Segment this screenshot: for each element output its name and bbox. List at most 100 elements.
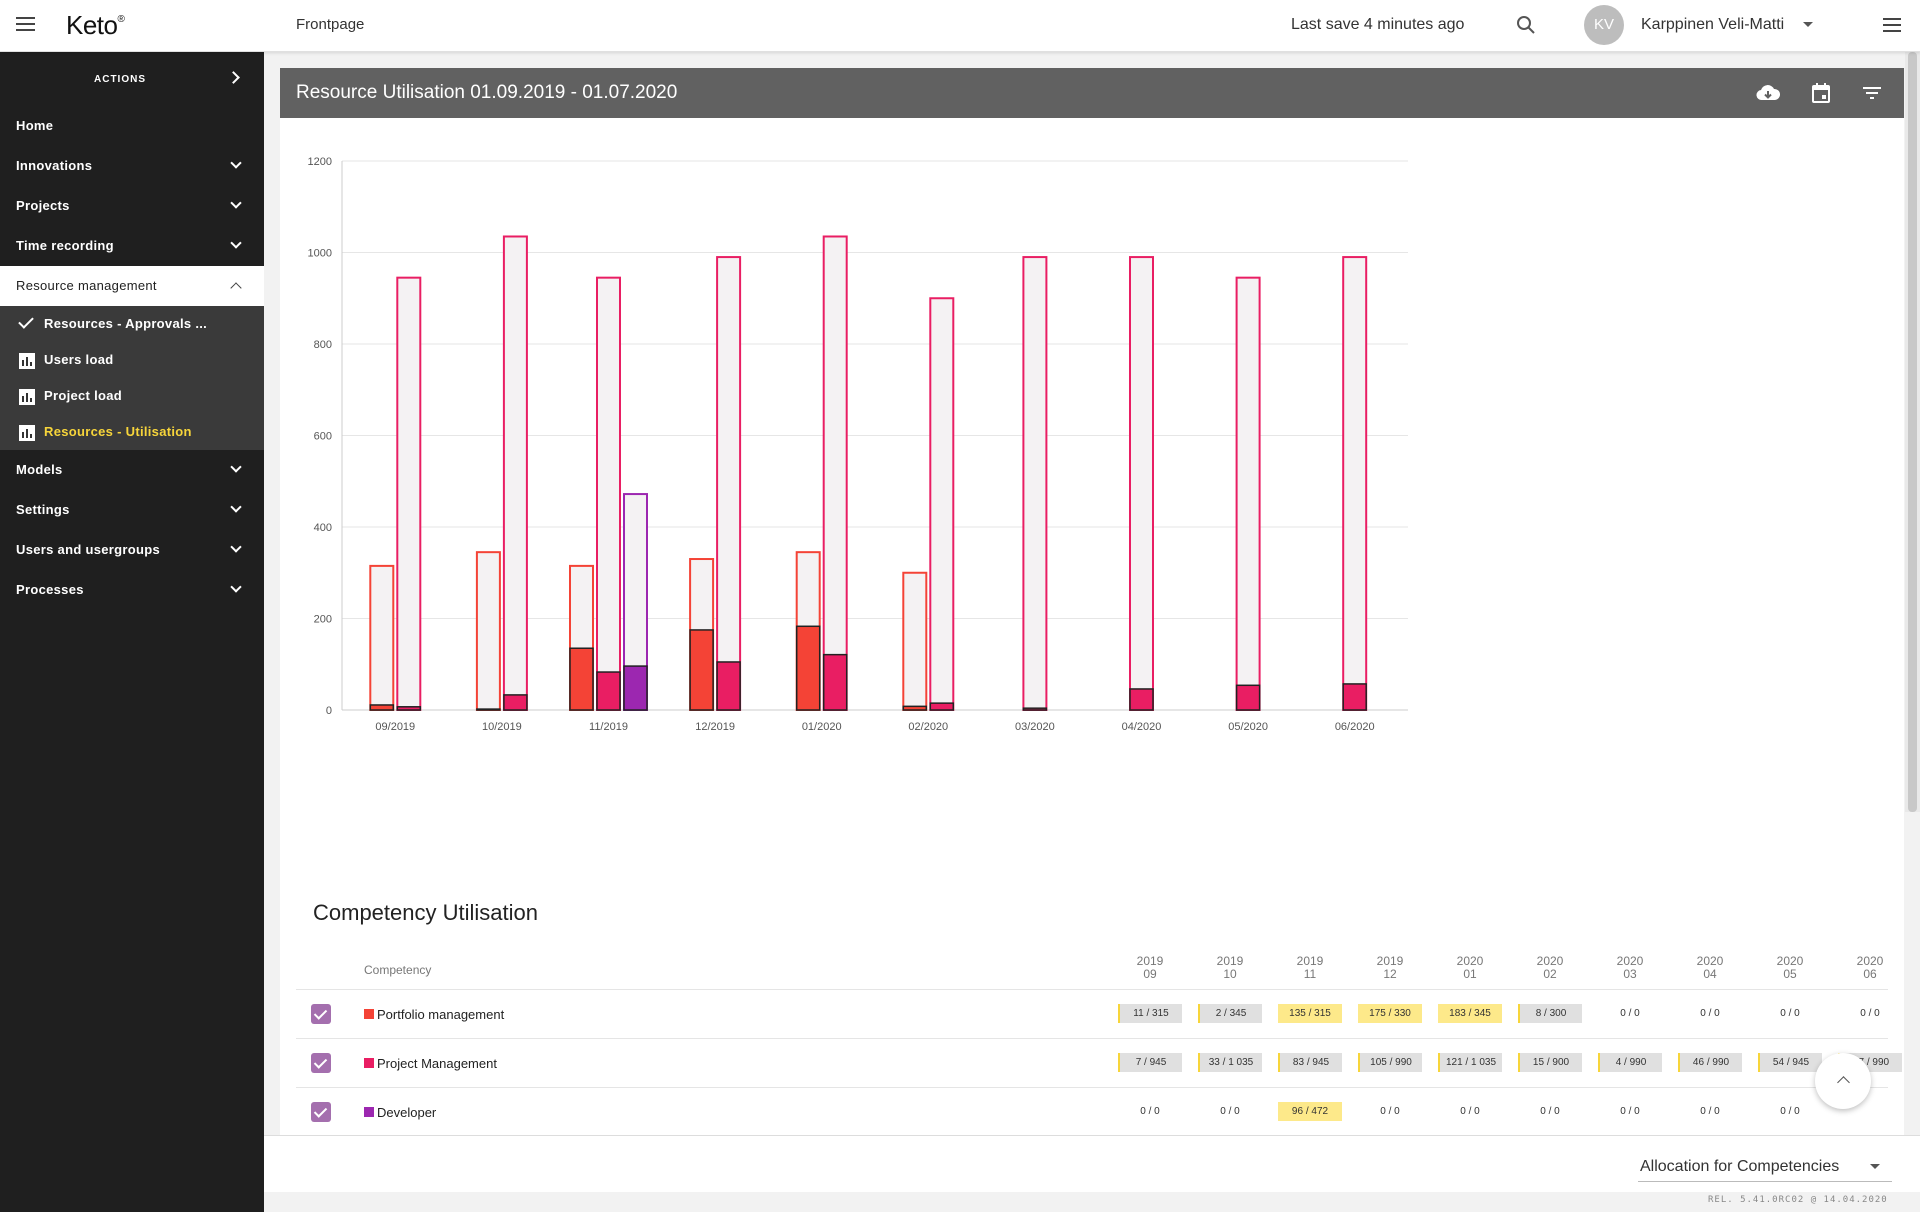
month-header-month: 10 [1223,967,1237,981]
allocation-select-value: Allocation for Competencies [1640,1158,1840,1175]
competency-name: Project Management [377,1056,497,1071]
month-header-year: 2020 [1696,954,1724,968]
used-bar [1129,688,1154,711]
sidebar-item-label: Settings [16,502,70,517]
search-icon[interactable] [1516,15,1536,35]
sidebar-item-time-recording[interactable]: Time recording [0,226,264,266]
table-row: Project Management 7 / 945 33 / 1 035 83 / … [296,1039,1902,1088]
month-column-header: 2020 02 [1518,955,1582,981]
sidebar-subitem-project-load[interactable]: Project load [0,378,264,414]
sidebar-submenu: Resources - Approvals ... Users load Pro… [0,306,264,450]
cloud-download-icon[interactable] [1756,83,1780,103]
capacity-bar [502,235,528,712]
calendar-icon[interactable] [1809,83,1833,103]
user-menu-caret-icon[interactable] [1803,22,1813,27]
sidebar-subitem-resources-approvals[interactable]: Resources - Approvals ... [0,306,264,342]
sidebar-subitem-label: Project load [44,388,123,403]
competency-column-header: Competency [364,963,432,977]
month-header-month: 05 [1783,967,1797,981]
sidebar-subitem-label: Resources - Utilisation [44,424,192,439]
logo[interactable]: Keto® [66,10,125,41]
competency-checkbox[interactable] [311,1004,331,1024]
month-header-month: 04 [1703,967,1717,981]
capacity-bar [475,551,501,711]
used-bar [476,708,501,711]
sidebar-item-innovations[interactable]: Innovations [0,146,264,186]
utilisation-cell: 121 / 1 035 [1438,1053,1502,1072]
sidebar-item-projects[interactable]: Projects [0,186,264,226]
utilisation-cell: 0 / 0 [1540,1106,1560,1117]
utilisation-cell: 0 / 0 [1620,1106,1640,1117]
utilisation-cell: 11 / 315 [1118,1004,1182,1023]
used-bar [596,671,621,711]
used-bar [902,705,928,711]
utilisation-cell: 0 / 0 [1780,1008,1800,1019]
avatar[interactable]: KV [1584,5,1624,45]
sidebar-item-resource-management[interactable]: Resource management [0,266,264,306]
month-column-header: 2019 11 [1278,955,1342,981]
bar-chart-icon [19,389,35,405]
sidebar-item-home[interactable]: Home [0,106,264,146]
competency-checkbox[interactable] [311,1102,331,1122]
utilisation-cell: 135 / 315 [1278,1004,1342,1023]
sidebar-subitem-users-load[interactable]: Users load [0,342,264,378]
used-bar [716,661,741,711]
chevron-down-icon [230,157,242,169]
scrollbar[interactable] [1905,52,1920,812]
month-header-year: 2019 [1136,954,1164,968]
sidebar-actions[interactable]: ACTIONS [0,52,264,106]
capacity-bar [1129,256,1154,711]
chevron-down-icon [230,581,242,593]
y-tick-label: 200 [314,614,332,626]
month-header-year: 2020 [1456,954,1484,968]
x-tick-label: 04/2020 [1122,721,1162,733]
more-menu-icon[interactable] [1883,18,1901,32]
chevron-down-icon [230,461,242,473]
scroll-to-top-button[interactable] [1815,1053,1871,1109]
sidebar-subitem-resources-utilisation[interactable]: Resources - Utilisation [0,414,264,450]
logo-mark: ® [117,14,125,25]
sidebar-item-processes[interactable]: Processes [0,570,264,610]
sidebar-item-label: Innovations [16,158,93,173]
month-header-month: 06 [1863,967,1877,981]
sidebar-item-models[interactable]: Models [0,450,264,490]
x-tick-label: 05/2020 [1228,721,1268,733]
capacity-bar [902,571,928,711]
y-tick-label: 600 [314,431,332,443]
month-header-year: 2020 [1536,954,1564,968]
breadcrumb[interactable]: Frontpage [296,16,365,33]
utilisation-cell: 7 / 945 [1118,1053,1182,1072]
y-tick-label: 1000 [308,248,332,260]
y-tick-label: 1200 [308,156,332,168]
utilisation-cell: 0 / 0 [1700,1106,1720,1117]
allocation-select[interactable]: Allocation for Competencies [1638,1150,1892,1182]
scrollbar-thumb[interactable] [1908,52,1917,812]
utilisation-card: Resource Utilisation 01.09.2019 - 01.07.… [280,68,1904,808]
filter-icon[interactable] [1860,83,1884,103]
capacity-bar [822,235,848,712]
month-column-header: 2020 04 [1678,955,1742,981]
month-column-header: 2020 03 [1598,955,1662,981]
x-tick-label: 03/2020 [1015,721,1055,733]
card-header: Resource Utilisation 01.09.2019 - 01.07.… [280,68,1904,118]
chevron-right-icon[interactable] [227,71,240,84]
sidebar-item-users-and-usergroups[interactable]: Users and usergroups [0,530,264,570]
capacity-bar [369,564,395,712]
month-column-header: 2019 10 [1198,955,1262,981]
month-column-header: 2020 06 [1838,955,1902,981]
used-bar [1235,684,1261,711]
main-content: Resource Utilisation 01.09.2019 - 01.07.… [264,52,1920,1212]
sidebar-item-label: Processes [16,582,84,597]
used-bar [689,629,714,711]
sidebar-item-settings[interactable]: Settings [0,490,264,530]
sidebar-item-label: Users and usergroups [16,542,160,557]
menu-icon[interactable] [16,17,35,33]
utilisation-cell: 96 / 472 [1278,1102,1342,1121]
x-tick-label: 02/2020 [908,721,948,733]
capacity-bar [1342,256,1368,711]
user-name[interactable]: Karppinen Veli-Matti [1641,16,1785,33]
x-tick-label: 12/2019 [695,721,735,733]
competency-checkbox[interactable] [311,1053,331,1073]
competency-title: Competency Utilisation [313,900,538,925]
utilisation-cell: 83 / 945 [1278,1053,1342,1072]
